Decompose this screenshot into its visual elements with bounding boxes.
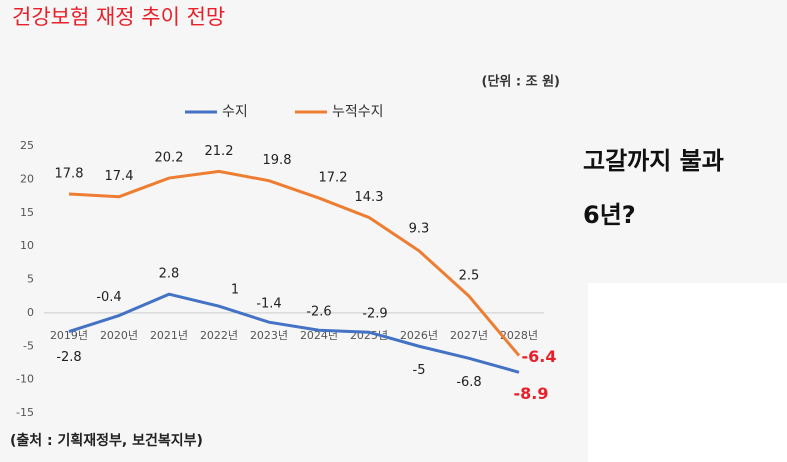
y-tick-label: -10 — [16, 373, 34, 386]
data-label: -2.8 — [56, 350, 81, 365]
y-tick-label: 0 — [27, 306, 34, 319]
data-label: -5 — [413, 363, 426, 378]
y-tick-label: 15 — [20, 206, 34, 219]
data-label: 17.4 — [105, 169, 134, 184]
x-tick-label: 2024년 — [300, 329, 338, 342]
x-tick-label: 2020년 — [100, 329, 138, 342]
data-label: 14.3 — [355, 190, 384, 205]
y-tick-label: 25 — [20, 139, 34, 152]
data-label: -8.9 — [514, 384, 549, 403]
y-tick-label: 20 — [20, 172, 34, 185]
unit-label: (단위 : 조 원) — [482, 74, 561, 90]
data-label: 21.2 — [205, 144, 234, 159]
x-tick-label: 2023년 — [250, 329, 288, 342]
source: (출처 : 기획재정부, 보건복지부) — [10, 432, 203, 449]
data-label: 19.8 — [263, 153, 292, 168]
chart-title: 건강보험 재정 추이 전망 — [12, 5, 225, 29]
series-line — [68, 292, 520, 374]
data-label: 20.2 — [155, 151, 184, 166]
x-tick-label: 2022년 — [200, 329, 238, 342]
annotation: 고갈까지 불과 — [583, 147, 724, 175]
x-tick-label: 2028년 — [500, 329, 538, 342]
data-label: -6.8 — [456, 375, 481, 390]
data-label: -2.6 — [306, 305, 331, 320]
legend-label: 누적수지 — [332, 104, 384, 120]
series-line — [68, 169, 521, 357]
data-label: 17.8 — [55, 167, 84, 182]
y-tick-label: -5 — [23, 339, 34, 352]
data-label: 1 — [231, 283, 239, 298]
data-label: -0.4 — [96, 290, 121, 305]
y-tick-label: 5 — [27, 273, 34, 286]
data-label: 17.2 — [319, 171, 348, 186]
x-tick-label: 2019년 — [50, 329, 88, 342]
data-label: 2.5 — [459, 269, 480, 284]
data-label: 2.8 — [159, 267, 180, 282]
data-label: 9.3 — [409, 221, 430, 236]
data-label: -1.4 — [256, 297, 281, 312]
data-label: -2.9 — [362, 307, 387, 322]
legend-label: 수지 — [222, 104, 248, 120]
x-tick-label: 2027년 — [450, 329, 488, 342]
y-tick-label: 10 — [20, 239, 34, 252]
x-tick-label: 2026년 — [400, 329, 438, 342]
data-label: -6.4 — [522, 347, 557, 366]
y-tick-label: -15 — [16, 406, 34, 419]
annotation: 6년? — [583, 201, 636, 229]
overlay-panel — [588, 283, 787, 462]
x-tick-label: 2021년 — [150, 329, 188, 342]
